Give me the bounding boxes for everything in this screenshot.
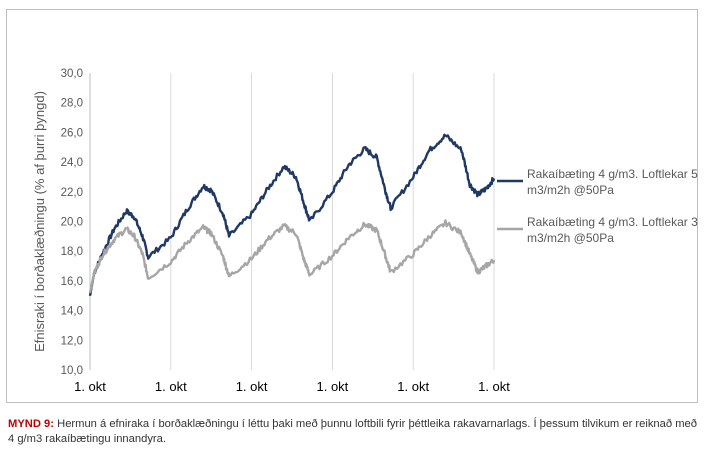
x-tick-label: 1. okt xyxy=(478,379,510,394)
y-tick-label: 12,0 xyxy=(61,335,83,347)
series-line-1 xyxy=(88,133,496,297)
series-line-2 xyxy=(88,219,496,294)
y-tick-label: 20,0 xyxy=(61,217,83,229)
figure-caption: MYND 9: Hermun á efniraka í borðaklæðnin… xyxy=(8,417,698,447)
y-tick-label: 24,0 xyxy=(61,157,83,169)
y-tick-label: 18,0 xyxy=(61,246,83,258)
y-tick-label: 28,0 xyxy=(61,98,83,110)
y-tick-label: 10,0 xyxy=(61,365,83,377)
legend-label-1: Rakaíbæting 4 g/m3. Loftlekar 5 m3/m2h @5… xyxy=(527,167,698,197)
chart-frame xyxy=(6,9,698,403)
y-tick-label: 14,0 xyxy=(61,306,83,318)
legend-label-2: Rakaíbæting 4 g/m3. Loftlekar 3 m3/m2h @5… xyxy=(527,215,698,245)
y-tick-label: 26,0 xyxy=(61,127,83,139)
y-tick-label: 16,0 xyxy=(61,276,83,288)
x-tick-label: 1. okt xyxy=(317,379,349,394)
caption-label: MYND 9: xyxy=(8,418,54,430)
x-tick-label: 1. okt xyxy=(236,379,268,394)
x-tick-label: 1. okt xyxy=(155,379,187,394)
x-tick-label: 1. okt xyxy=(397,379,429,394)
caption-text: Hermun á efniraka í borðaklæðningu í lét… xyxy=(8,418,697,445)
x-tick-label: 1. okt xyxy=(74,379,106,394)
y-axis-label: Efnisraki í borðaklæðningu (% af þurri þ… xyxy=(32,91,47,352)
y-tick-label: 30,0 xyxy=(61,68,83,80)
line-chart: 1. okt 1. okt 1. okt 1. okt 1. okt 1. okt 10,0… xyxy=(32,68,698,394)
y-tick-label: 22,0 xyxy=(61,187,83,199)
